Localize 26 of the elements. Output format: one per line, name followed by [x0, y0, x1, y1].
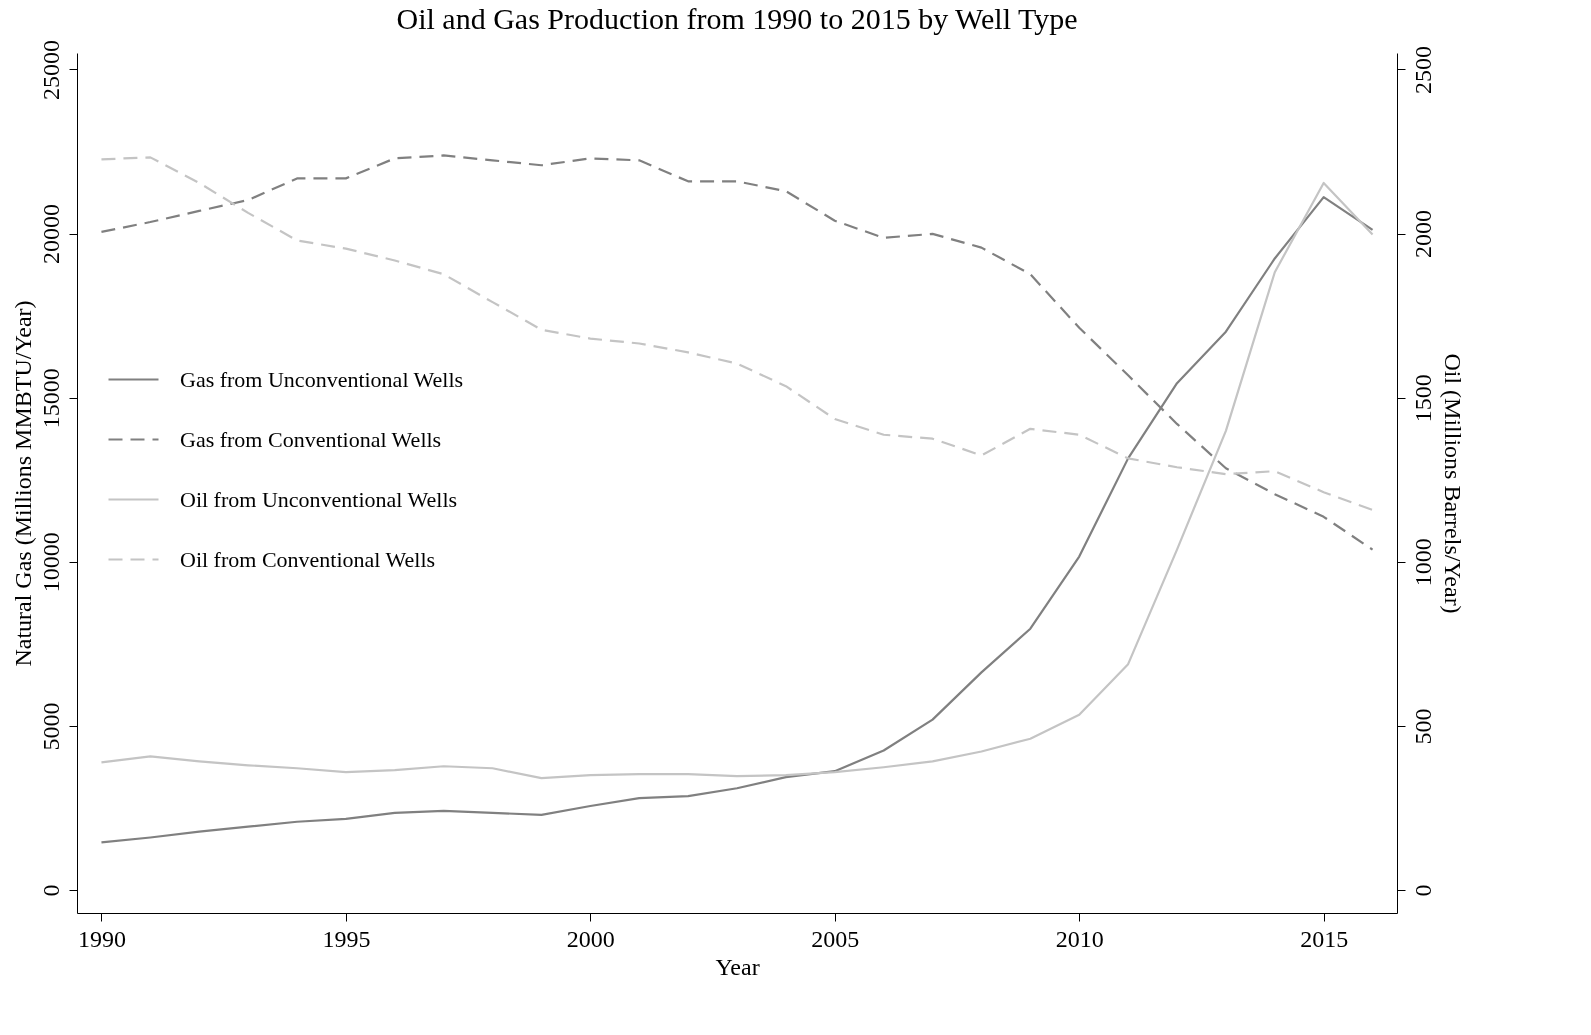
y-tick-label: 20000: [37, 204, 64, 265]
x-tick-label: 1990: [77, 925, 126, 952]
y2-tick-label: 2000: [1409, 210, 1436, 259]
y2-tick-label: 0: [1409, 884, 1436, 897]
y-tick-label: 15000: [37, 368, 64, 429]
legend-label: Gas from Conventional Wells: [180, 426, 442, 452]
x-tick-label: 2005: [811, 925, 860, 952]
chart-title: Oil and Gas Production from 1990 to 2015 by Well Type: [396, 2, 1078, 36]
y2-tick-label: 1000: [1409, 538, 1436, 587]
x-tick-label: 2015: [1300, 925, 1349, 952]
y-tick-label: 5000: [37, 702, 64, 751]
legend-label: Oil from Conventional Wells: [180, 546, 436, 572]
y-axis-title: Natural Gas (Millions MMBTU/Year): [9, 300, 36, 667]
legend-label: Oil from Unconventional Wells: [180, 486, 458, 512]
y-tick-label: 0: [37, 884, 64, 897]
x-tick-label: 2000: [566, 925, 615, 952]
y2-tick-label: 1500: [1409, 374, 1436, 423]
legend-label: Gas from Unconventional Wells: [180, 366, 464, 392]
y-tick-label: 25000: [37, 39, 64, 100]
x-tick-label: 2010: [1055, 925, 1104, 952]
y2-tick-label: 2500: [1409, 45, 1436, 94]
x-tick-label: 1995: [322, 925, 371, 952]
y2-axis-title: Oil (Millions Barrels/Year): [1439, 353, 1466, 614]
x-axis-title: Year: [715, 953, 760, 980]
y2-tick-label: 500: [1409, 708, 1436, 745]
y-tick-label: 10000: [37, 532, 64, 593]
